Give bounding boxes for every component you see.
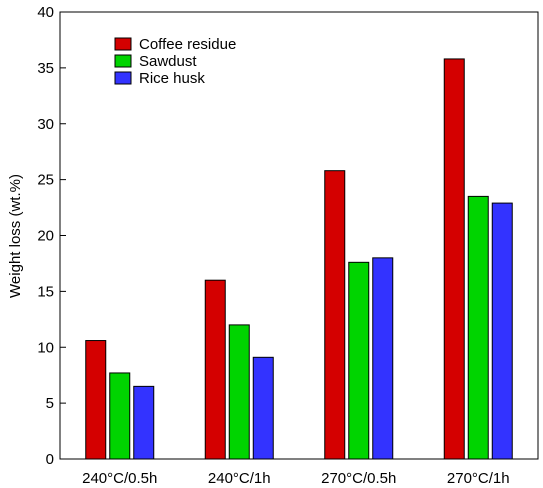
axes-layer: [59, 11, 539, 460]
legend-label: Rice husk: [139, 70, 205, 87]
legend-swatch: [114, 37, 132, 51]
y-tick-label: 35: [37, 60, 54, 77]
legend-label: Coffee residue: [139, 36, 236, 53]
x-tick-label: 270°C/1h: [447, 470, 510, 487]
plot-frame: [59, 11, 539, 460]
bar-sawdust: [467, 195, 489, 460]
bar-sawdust: [348, 261, 370, 460]
y-tick-label: 15: [37, 283, 54, 300]
y-axis: 0 5 10 15 20 25 30 35 40: [37, 4, 66, 468]
legend-swatch: [114, 54, 132, 68]
bar-rice-husk: [372, 257, 394, 460]
y-tick-label: 30: [37, 116, 54, 133]
y-tick-label: 10: [37, 339, 54, 356]
bar-sawdust: [228, 324, 250, 460]
x-tick-label: 240°C/1h: [208, 470, 271, 487]
bars-layer: [85, 58, 513, 460]
y-tick-label: 40: [37, 4, 54, 21]
bar-rice-husk: [252, 356, 274, 460]
x-axis: 240°C/0.5h 240°C/1h 270°C/0.5h 270°C/1h: [82, 470, 509, 487]
y-tick-label: 20: [37, 228, 54, 245]
legend-swatch: [114, 71, 132, 85]
bar-coffee-residue: [324, 170, 346, 460]
y-tick-label: 0: [46, 451, 54, 468]
bar-coffee-residue: [443, 58, 465, 460]
bar-coffee-residue: [85, 340, 107, 460]
y-axis-title: Weight loss (wt.%): [7, 174, 24, 298]
y-tick-label: 5: [46, 395, 54, 412]
x-tick-label: 270°C/0.5h: [321, 470, 396, 487]
bar-sawdust: [109, 372, 131, 460]
legend-label: Sawdust: [139, 53, 197, 70]
bar-rice-husk: [491, 202, 513, 460]
x-tick-label: 240°C/0.5h: [82, 470, 157, 487]
y-tick-label: 25: [37, 172, 54, 189]
bar-rice-husk: [133, 385, 155, 460]
bar-coffee-residue: [204, 279, 226, 460]
